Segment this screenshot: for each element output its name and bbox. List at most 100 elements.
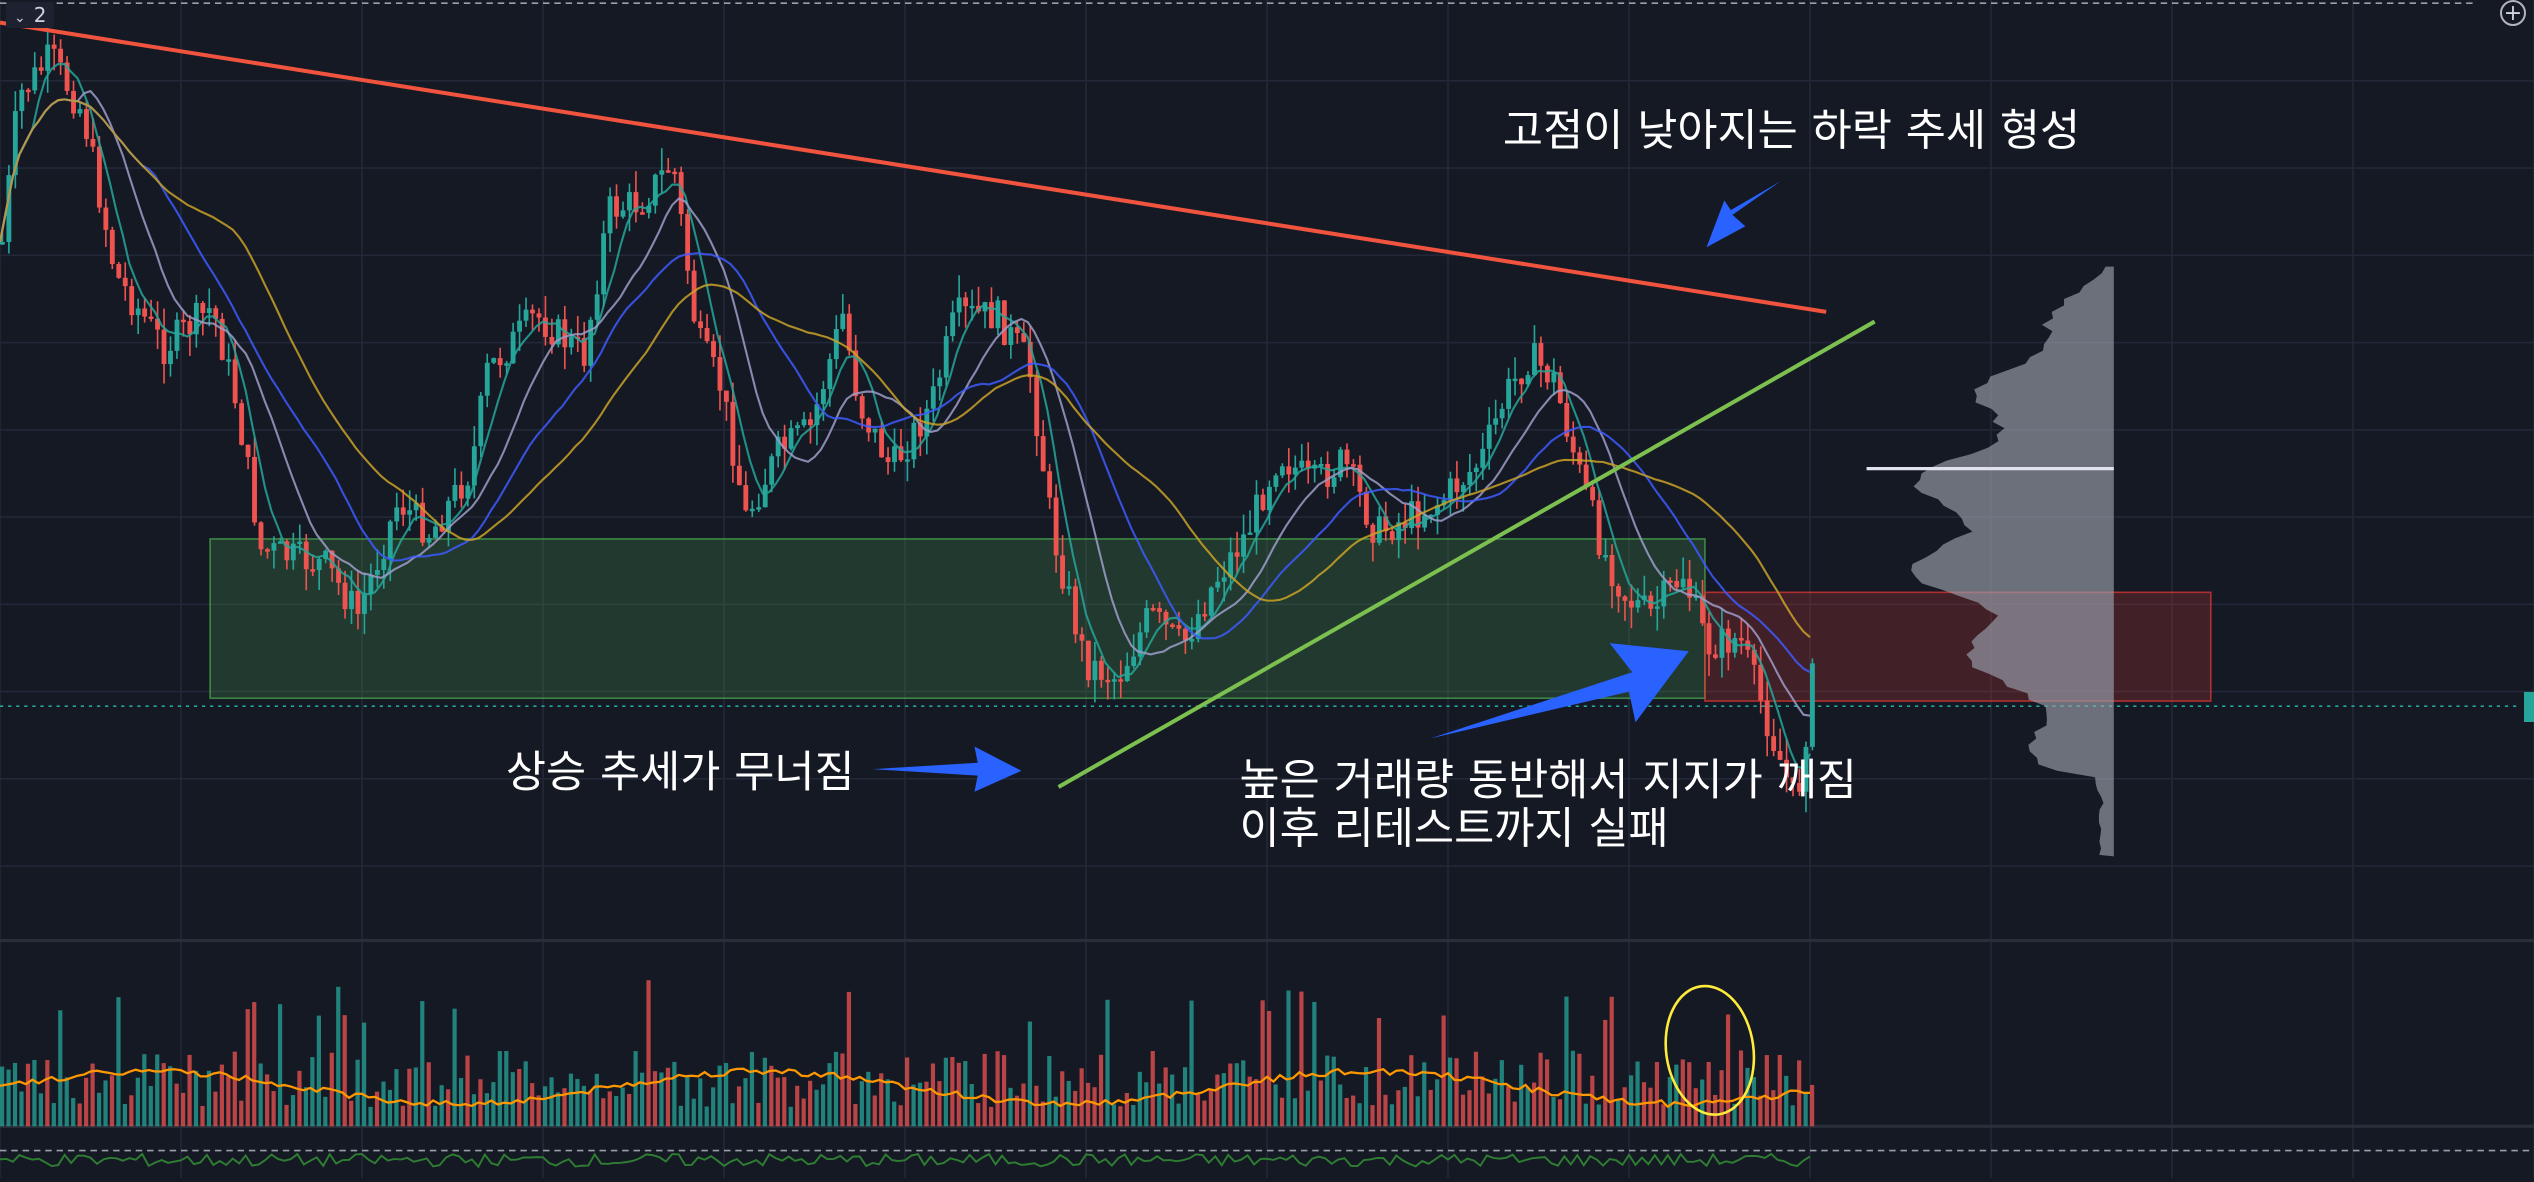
candle-body bbox=[1318, 463, 1324, 467]
volume-bar bbox=[549, 1077, 554, 1127]
volume-profile-shape bbox=[1911, 266, 2114, 857]
candle-body bbox=[1234, 552, 1240, 557]
candle-body bbox=[1247, 532, 1253, 535]
volume-bar bbox=[387, 1089, 393, 1127]
candle-body bbox=[1260, 494, 1266, 511]
volume-bar bbox=[1027, 1021, 1033, 1127]
volume-bar bbox=[1402, 1086, 1407, 1127]
ma-slow-line bbox=[0, 98, 1811, 674]
candle-body bbox=[219, 318, 225, 360]
volume-bar bbox=[808, 1080, 813, 1127]
candle-body bbox=[452, 484, 458, 501]
candle-body bbox=[491, 358, 497, 363]
volume-bar bbox=[659, 1072, 664, 1127]
candle-body bbox=[659, 170, 665, 175]
candle-body bbox=[1286, 466, 1292, 475]
volume-bar bbox=[1312, 1001, 1317, 1127]
candle-body bbox=[226, 359, 232, 362]
candle-body bbox=[1803, 746, 1809, 792]
trendlines bbox=[0, 20, 1876, 789]
candle-body bbox=[672, 171, 678, 175]
candle-body bbox=[1254, 494, 1259, 533]
volume-bar bbox=[943, 1057, 948, 1127]
volume-bar bbox=[1370, 1105, 1375, 1127]
arrow-lower-highs bbox=[1706, 180, 1781, 248]
candle-body bbox=[1040, 436, 1046, 472]
candle-body bbox=[1131, 656, 1137, 666]
volume-bar bbox=[84, 1077, 89, 1127]
volume-bar bbox=[1719, 1070, 1724, 1127]
candle-body bbox=[71, 90, 76, 114]
candle-body bbox=[1544, 365, 1550, 383]
volume-bar bbox=[381, 1081, 386, 1127]
volume-bar bbox=[775, 1077, 780, 1127]
candle-body bbox=[1144, 608, 1150, 633]
candle-body bbox=[1570, 436, 1576, 453]
volume-bar bbox=[995, 1051, 1000, 1127]
volume-bar bbox=[96, 1092, 102, 1127]
candle-body bbox=[1137, 632, 1143, 657]
candle-body bbox=[368, 574, 374, 595]
ma-fast-line bbox=[0, 62, 1811, 770]
candle-body bbox=[58, 48, 64, 63]
volume-bar bbox=[1603, 1019, 1608, 1127]
candle-body bbox=[1622, 596, 1628, 601]
plus-circle-icon[interactable]: + bbox=[2500, 0, 2526, 26]
volume-bar bbox=[840, 1053, 845, 1127]
volume-bar bbox=[1764, 1055, 1769, 1127]
volume-bar bbox=[749, 1052, 755, 1127]
volume-bar bbox=[665, 1067, 671, 1127]
volume-bar bbox=[1170, 1074, 1175, 1127]
volume-ma-line bbox=[0, 1067, 1810, 1109]
candle-body bbox=[155, 318, 160, 330]
annotation-arrows bbox=[872, 180, 1781, 792]
candle-body bbox=[32, 67, 38, 91]
volume-bar bbox=[633, 1051, 638, 1127]
candle-body bbox=[1279, 466, 1285, 476]
candle-body bbox=[1583, 464, 1589, 487]
resistance-zone bbox=[1704, 591, 2212, 702]
candle-body bbox=[484, 362, 490, 396]
candle-body bbox=[963, 297, 969, 307]
volume-bar bbox=[232, 1051, 237, 1127]
volume-bar bbox=[1512, 1101, 1517, 1127]
volume-bar bbox=[206, 1070, 212, 1127]
candle-body bbox=[905, 459, 910, 462]
candle-body bbox=[1603, 555, 1608, 558]
candle-body bbox=[407, 510, 413, 515]
candle-body bbox=[730, 401, 736, 466]
candle-body bbox=[1351, 464, 1356, 467]
volume-profile bbox=[1866, 266, 2114, 857]
candle-body bbox=[808, 419, 813, 426]
candle-body bbox=[394, 507, 400, 522]
candle-body bbox=[1797, 783, 1802, 792]
candle-body bbox=[788, 428, 794, 449]
candle-body bbox=[1590, 486, 1596, 501]
candle-body bbox=[1551, 372, 1557, 383]
candle-body bbox=[1195, 614, 1201, 640]
volume-bar bbox=[45, 1060, 50, 1127]
candle-body bbox=[504, 363, 510, 366]
volume-bar bbox=[1208, 1090, 1214, 1127]
volume-bar bbox=[575, 1078, 580, 1127]
candle-body bbox=[1680, 578, 1686, 588]
volume-bar bbox=[1021, 1083, 1026, 1127]
candle-body bbox=[1557, 372, 1563, 404]
pane-collapse-button[interactable]: ⌄ 2 bbox=[6, 2, 55, 28]
candle-body bbox=[1376, 516, 1382, 543]
volume-bar bbox=[1260, 1000, 1265, 1127]
volume-bar bbox=[310, 1057, 315, 1127]
volume-bar bbox=[19, 1091, 24, 1127]
candle-body bbox=[465, 485, 471, 499]
volume-bar bbox=[439, 1085, 444, 1127]
volume-bar bbox=[1428, 1089, 1433, 1127]
volume-bar bbox=[12, 1062, 18, 1127]
volume-bar bbox=[1732, 1103, 1737, 1127]
volume-bar bbox=[639, 1072, 645, 1127]
volume-bar bbox=[911, 1084, 916, 1127]
volume-bar bbox=[1661, 1104, 1666, 1127]
volume-bar bbox=[1273, 1084, 1278, 1127]
volume-bar bbox=[1648, 1087, 1653, 1127]
